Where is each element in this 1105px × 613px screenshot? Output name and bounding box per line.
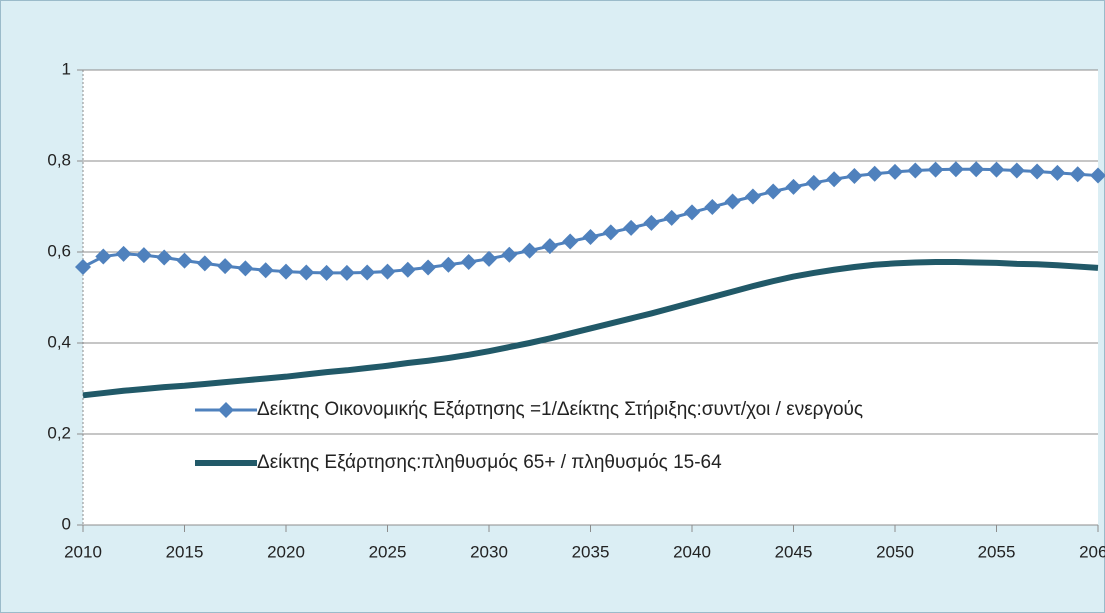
marker	[217, 258, 234, 275]
marker	[399, 261, 416, 278]
marker	[75, 259, 91, 276]
x-tick-label: 2015	[166, 542, 204, 561]
y-tick-label: 0,4	[47, 332, 71, 351]
x-tick-label: 2010	[64, 542, 102, 561]
y-tick-label: 0,2	[47, 423, 71, 442]
legend-marker	[218, 402, 234, 418]
marker	[278, 263, 294, 280]
marker	[947, 161, 964, 178]
marker	[684, 204, 700, 221]
marker	[602, 224, 619, 241]
x-tick-label: 2055	[978, 542, 1016, 561]
marker	[846, 168, 863, 185]
marker	[156, 249, 173, 266]
x-tick-label: 2025	[369, 542, 407, 561]
y-tick-label: 0,6	[47, 241, 71, 260]
x-tick-label: 2030	[470, 542, 508, 561]
marker	[988, 161, 1005, 178]
marker	[501, 246, 518, 263]
marker	[724, 193, 741, 210]
marker	[805, 174, 822, 191]
x-tick-label: 2040	[673, 542, 711, 561]
marker	[785, 178, 802, 195]
marker	[663, 209, 680, 226]
x-tick-label: 2035	[572, 542, 610, 561]
marker	[643, 214, 660, 231]
marker	[420, 259, 437, 276]
marker	[968, 161, 985, 178]
y-tick-label: 1	[62, 59, 71, 78]
marker	[440, 256, 457, 273]
marker	[318, 264, 335, 281]
marker	[298, 264, 315, 281]
marker	[115, 245, 132, 262]
y-tick-label: 0	[62, 514, 71, 533]
series-line	[82, 259, 1099, 399]
marker	[1090, 167, 1105, 184]
marker	[1029, 163, 1046, 180]
marker	[744, 188, 761, 205]
legend-label: Δείκτης Οικονομικής Εξάρτησης =1/Δείκτης…	[257, 399, 863, 420]
marker	[887, 163, 903, 180]
marker	[135, 247, 152, 264]
marker	[196, 255, 213, 272]
plot-area	[83, 70, 1098, 525]
marker	[907, 162, 924, 179]
marker	[257, 262, 274, 279]
x-tick-label: 2060	[1079, 542, 1105, 561]
marker	[927, 161, 944, 178]
marker	[176, 252, 193, 269]
marker	[379, 263, 396, 280]
y-tick-label: 0,8	[47, 150, 71, 169]
x-tick-label: 2020	[267, 542, 305, 561]
marker	[481, 250, 497, 267]
marker	[1008, 162, 1025, 179]
marker	[704, 198, 721, 215]
marker	[582, 228, 599, 245]
x-tick-label: 2050	[876, 542, 914, 561]
legend-label: Δείκτης Εξάρτησης:πληθυσμός 65+ / πληθυσ…	[257, 452, 722, 473]
marker	[541, 238, 558, 255]
marker	[866, 165, 883, 182]
marker	[826, 171, 843, 188]
marker	[95, 248, 112, 265]
x-tick-label: 2045	[775, 542, 813, 561]
marker	[623, 219, 640, 236]
marker	[765, 183, 782, 200]
marker	[562, 233, 579, 250]
marker	[359, 264, 376, 281]
marker	[460, 254, 477, 271]
marker	[1069, 166, 1086, 183]
marker	[338, 264, 355, 281]
marker	[237, 260, 254, 277]
marker	[1049, 164, 1066, 181]
marker	[521, 242, 538, 259]
